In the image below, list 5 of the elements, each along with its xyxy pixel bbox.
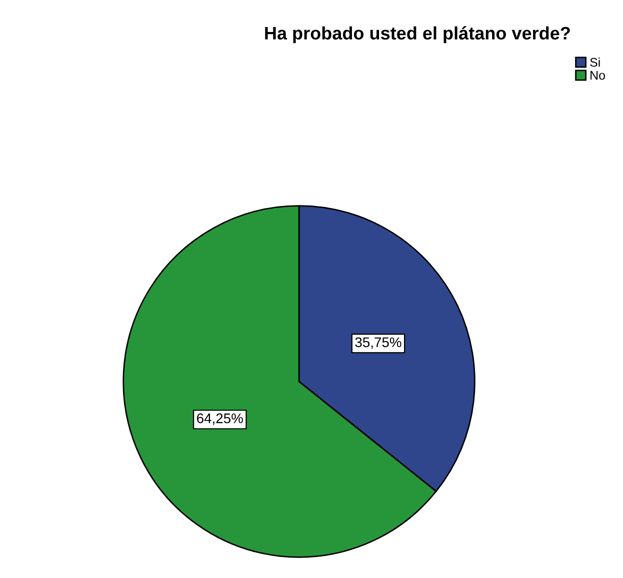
legend-label: Si <box>590 58 600 67</box>
data-label: 35,75% <box>355 337 402 349</box>
data-label: 64,25% <box>197 413 243 425</box>
chart-title: Ha probado usted el plátano verde? <box>265 26 570 44</box>
legend-label: No <box>590 70 605 80</box>
